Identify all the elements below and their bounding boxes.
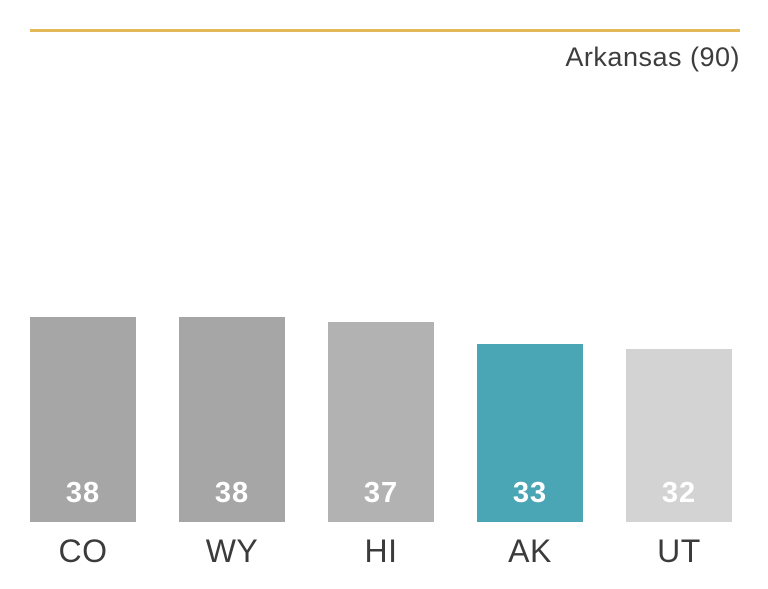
bar-category-label: HI (364, 533, 398, 569)
bar-category-label: CO (58, 533, 108, 569)
bar-ut: 32 (626, 349, 732, 522)
bar-value-label: 38 (214, 477, 250, 509)
bar-value-label: 33 (512, 477, 548, 509)
bar-column-wy: 38 WY (179, 317, 285, 572)
bar-co: 38 (30, 317, 136, 522)
bar-value-label: 32 (661, 477, 697, 509)
bar-category-label: AK (508, 533, 552, 569)
bar-column-hi: 37 HI (328, 322, 434, 572)
bar-column-ut: 32 UT (626, 349, 732, 572)
bar-column-co: 38 CO (30, 317, 136, 572)
chart-title: Arkansas (90) (565, 42, 740, 72)
bar-wy: 38 (179, 317, 285, 522)
bar-chart: 38 CO 38 WY 37 HI 33 AK 32 UT (30, 310, 732, 572)
bar-hi: 37 (328, 322, 434, 522)
accent-divider-line (30, 29, 740, 32)
bar-value-label: 37 (363, 477, 399, 509)
bar-column-ak: 33 AK (477, 344, 583, 572)
bar-value-label: 38 (65, 477, 101, 509)
bar-ak: 33 (477, 344, 583, 522)
bar-category-label: WY (205, 533, 259, 569)
bar-category-label: UT (657, 533, 701, 569)
